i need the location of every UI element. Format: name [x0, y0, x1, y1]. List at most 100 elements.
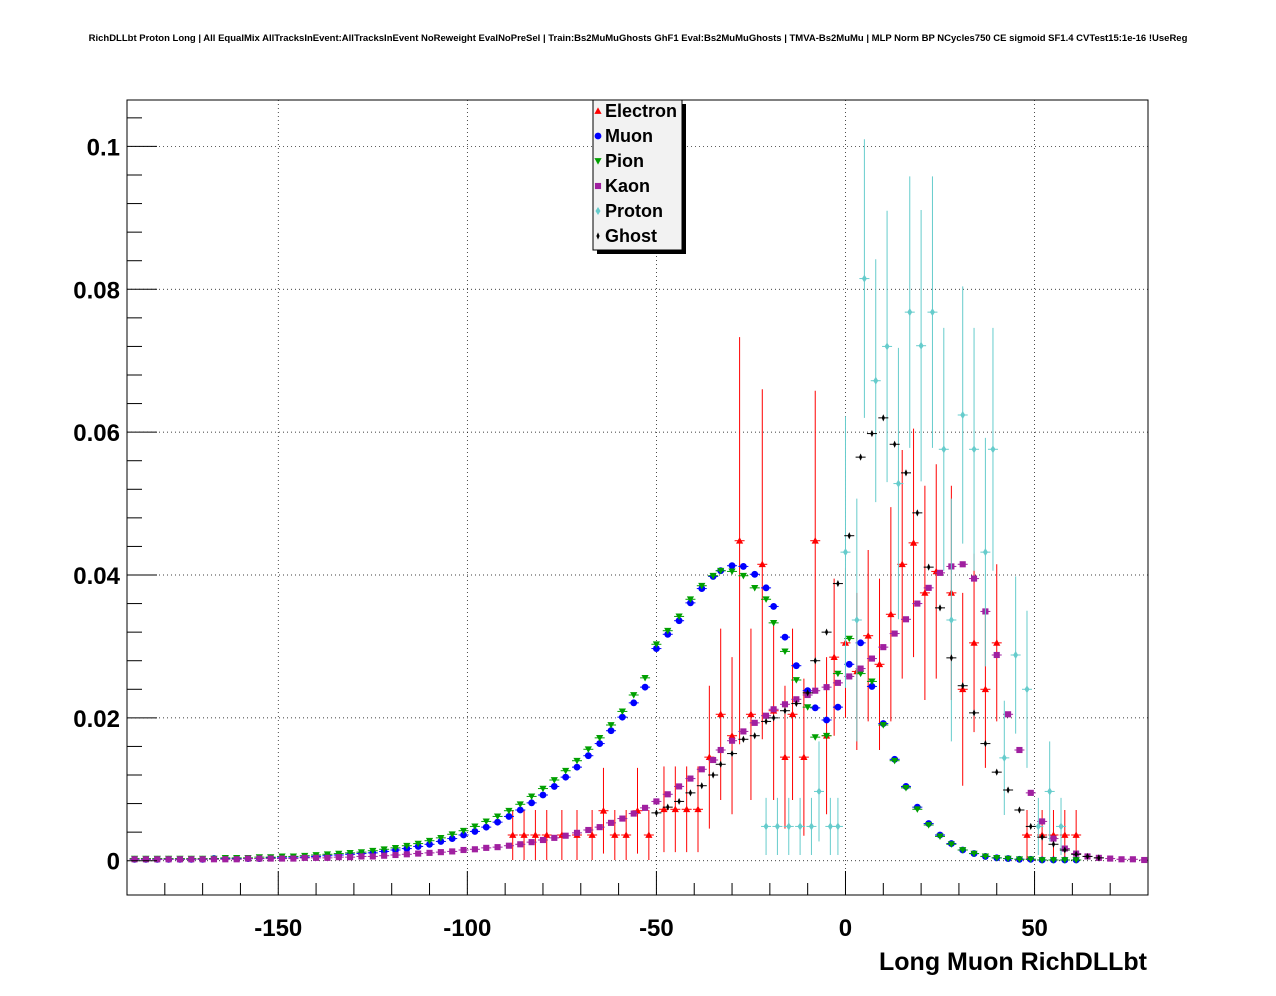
kaon-point: [1025, 789, 1036, 796]
pion-point: [651, 641, 662, 648]
pion-point: [832, 670, 843, 678]
kaon-point: [1127, 856, 1138, 863]
muon-point: [761, 584, 772, 592]
pion-point: [715, 567, 726, 575]
pion-point: [367, 847, 378, 855]
kaon-point: [662, 791, 673, 798]
legend-entry-muon: Muon: [594, 126, 653, 146]
electron-point: [757, 389, 768, 740]
muon-point: [810, 704, 821, 712]
axis-ticks: -150 -100 -50 0 50 0 0.02 0.04 0.06 0.08 0.1: [73, 117, 1149, 942]
pion-point: [492, 813, 503, 821]
kaon-point: [768, 706, 779, 713]
pion-point: [571, 757, 582, 765]
pion-point: [640, 674, 651, 682]
electron-point: [670, 766, 681, 853]
legend-entry-proton: Proton: [595, 201, 663, 221]
muon-point: [503, 813, 514, 820]
ghost-point: [1093, 854, 1104, 862]
ghost-point: [749, 732, 760, 740]
kaon-point: [356, 853, 367, 860]
legend-label-proton: Proton: [605, 201, 663, 221]
legend-marker-pion: [594, 158, 602, 165]
pion-point: [617, 708, 628, 716]
electron-point: [693, 766, 704, 853]
pion-point: [889, 757, 900, 765]
ghost-point: [791, 699, 802, 708]
kaon-point: [708, 756, 719, 764]
pion-point: [991, 854, 1002, 862]
electron-point: [507, 810, 518, 860]
ghost-point: [738, 735, 749, 743]
pion-point: [1003, 855, 1014, 863]
pion-point: [1071, 857, 1082, 864]
pion-point: [791, 677, 802, 684]
kaon-point: [435, 849, 446, 856]
y-tick-label: 0: [107, 849, 120, 876]
kaon-point: [810, 687, 821, 694]
pion-point: [810, 734, 821, 741]
kaon-point: [749, 719, 760, 726]
electron-point: [715, 628, 726, 800]
legend-marker-muon: [594, 132, 602, 140]
legend-marker-kaon: [594, 182, 602, 190]
proton-point: [980, 437, 991, 667]
ghost-point: [821, 628, 832, 636]
proton-point: [806, 797, 817, 855]
kaon-point: [571, 829, 582, 836]
legend-entry-ghost: Ghost: [596, 226, 657, 246]
proton-point: [927, 176, 938, 448]
kaon-point: [866, 655, 877, 662]
kaon-point: [526, 839, 537, 846]
electron-point: [919, 485, 930, 700]
y-tick-label: 0.02: [73, 706, 120, 733]
kaon-point: [322, 854, 333, 861]
pion-point: [866, 678, 877, 686]
kaon-point: [231, 856, 242, 863]
pion-point: [749, 584, 760, 592]
legend-marker-proton: [595, 207, 601, 215]
electron-point: [874, 578, 885, 750]
kaon-point: [152, 856, 163, 863]
pion-point: [458, 827, 469, 835]
muon-point: [447, 835, 458, 842]
electron-point: [643, 810, 654, 860]
kaon-point: [957, 561, 968, 568]
muon-point: [606, 727, 617, 735]
proton-point: [957, 286, 968, 544]
kaon-point: [923, 584, 934, 591]
pion-point: [1014, 856, 1025, 863]
kaon-point: [469, 846, 480, 853]
legend-label-pion: Pion: [605, 151, 644, 171]
kaon-point: [738, 728, 749, 735]
electron-point: [734, 337, 745, 745]
kaon-point: [515, 841, 526, 848]
series-layer: [129, 139, 1148, 864]
ghost-point: [779, 707, 790, 715]
ghost-point: [832, 579, 843, 588]
electron-point: [991, 564, 1002, 722]
ghost-point: [866, 429, 877, 438]
kaon-point: [243, 855, 254, 862]
x-tick-label: -50: [639, 915, 674, 942]
ghost-point: [900, 469, 911, 477]
proton-point: [795, 797, 806, 855]
pion-point: [379, 846, 390, 853]
electron-point: [681, 766, 692, 853]
muon-point: [674, 617, 685, 625]
kaon-point: [583, 826, 594, 834]
pion-point: [946, 841, 957, 848]
muon-point: [583, 752, 594, 760]
kaon-point: [367, 853, 378, 860]
proton-point: [851, 498, 862, 742]
kaon-point: [424, 849, 435, 856]
pion-point: [957, 847, 968, 854]
muon-point: [515, 806, 526, 814]
x-tick-label: 0: [839, 915, 852, 942]
ghost-point: [810, 657, 821, 665]
ghost-point: [662, 803, 673, 811]
pion-point: [424, 837, 435, 845]
muon-point: [571, 763, 582, 771]
legend: Electron Muon Pion Kaon Proton Ghost: [592, 99, 686, 254]
